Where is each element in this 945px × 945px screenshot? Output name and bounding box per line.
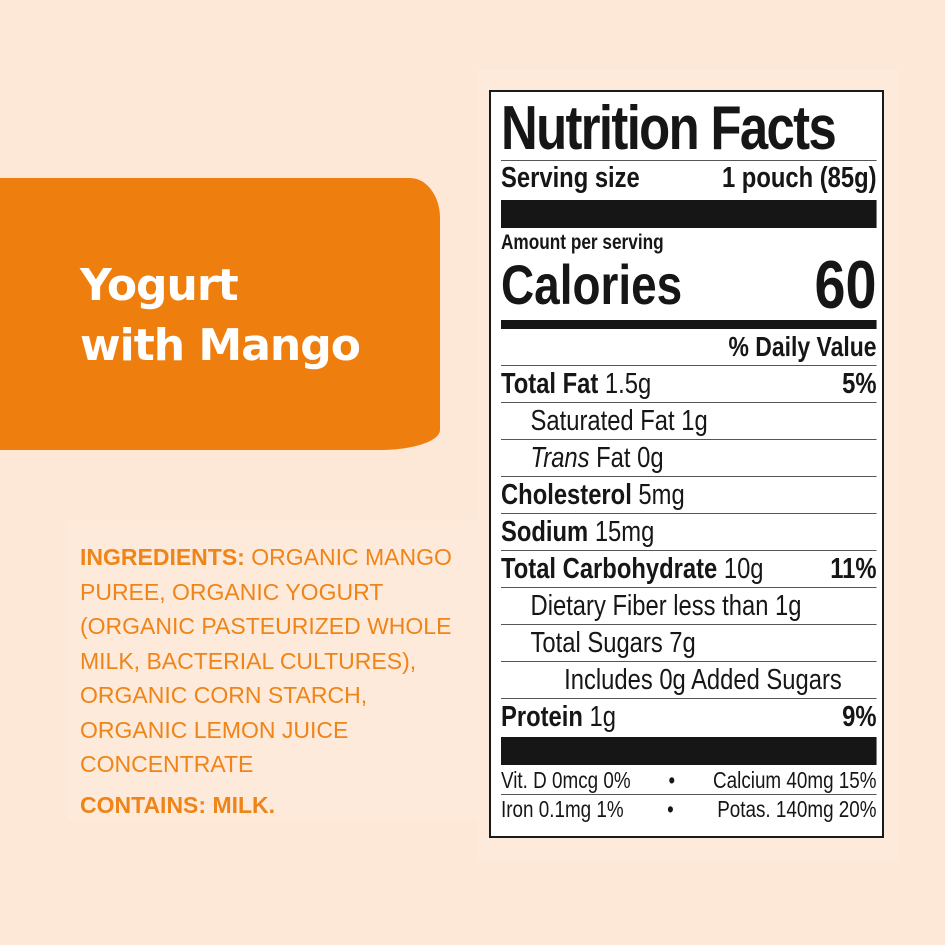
nutrient-dv: 9% [842,701,877,733]
micronutrient-right: Potas. 140mg 20% [717,796,877,822]
amount-per-serving: Amount per serving [501,231,664,254]
allergen-statement: CONTAINS: MILK. [80,791,276,818]
nutrient-row: Sodium 15mg [501,513,877,550]
calories-value: 60 [814,254,877,316]
ingredients-list: ORGANIC MANGO PUREE, ORGANIC YOGURT (ORG… [80,544,452,777]
nutrient-amount: Fat 0g [596,442,664,474]
nutrient-row: Protein 1g 9% [501,698,877,735]
serving-label: Serving size [501,162,640,194]
micronutrient-row: Vit. D 0mcg 0% • Calcium 40mg 15% [501,765,877,794]
bullet: • [668,766,676,793]
micronutrient-left: Iron 0.1mg 1% [501,796,624,822]
nutrient-amount: 1g [589,701,616,733]
nutrient-row: Dietary Fiber less than 1g [501,587,877,624]
nutrient-name: Cholesterol [501,479,632,511]
nutrient-row: Includes 0g Added Sugars [501,661,877,698]
nutrient-name: Total Sugars 7g [530,627,696,659]
nutrient-name: Trans [530,442,590,474]
nutrient-row: Total Fat 1.5g 5% [501,365,877,402]
product-title: Yogurt with Mango [80,256,361,376]
nutrient-name: Includes 0g Added Sugars [564,664,842,696]
nutrient-dv: 5% [842,368,877,400]
nutrient-row: Cholesterol 5mg [501,476,877,513]
serving-size-row: Serving size 1 pouch (85g) [501,160,877,196]
nutrient-dv: 11% [830,553,877,585]
ingredients-label: INGREDIENTS: [80,544,245,570]
micronutrient-row: Iron 0.1mg 1% • Potas. 140mg 20% [501,794,877,823]
nutrient-amount: 1.5g [604,368,652,400]
title-line-2: with Mango [80,320,361,371]
nutrition-title: Nutrition Facts [501,94,837,163]
serving-value: 1 pouch (85g) [721,162,877,194]
title-line-1: Yogurt [80,260,239,311]
nutrient-amount: 15mg [594,516,655,548]
nutrient-name: Sodium [501,516,589,548]
nutrient-row: Saturated Fat 1g [501,402,877,439]
calories-row: Calories 60 [501,254,877,316]
nutrient-name: Total Carbohydrate [501,553,718,585]
micronutrient-left: Vit. D 0mcg 0% [501,766,631,793]
nutrient-name: Saturated Fat [530,405,675,437]
nutrient-name: Protein [501,701,583,733]
title-banner [0,178,440,450]
ingredients-block: INGREDIENTS: ORGANIC MANGO PUREE, ORGANI… [80,540,475,820]
ingredients-panel [68,520,478,820]
nutrient-amount: 5mg [638,479,685,511]
thick-divider [501,737,877,765]
nutrient-amount: 10g [723,553,764,585]
nutrient-amount: 1g [681,405,708,437]
daily-value-header: % Daily Value [728,331,877,362]
micronutrient-right: Calcium 40mg 15% [713,766,877,793]
nutrient-name: Dietary Fiber less than 1g [530,590,802,622]
medium-divider [501,320,877,329]
thick-divider [501,200,877,228]
nutrition-facts-label: Nutrition Facts Serving size 1 pouch (85g… [489,90,884,838]
nutrient-name: Total Fat [501,368,599,400]
bullet: • [667,796,674,822]
nutrient-row: Trans Fat 0g [501,439,877,476]
nutrient-row: Total Sugars 7g [501,624,877,661]
nutrient-row: Total Carbohydrate 10g 11% [501,550,877,587]
calories-label: Calories [501,254,683,316]
ingredients-text: INGREDIENTS: ORGANIC MANGO PUREE, ORGANI… [80,540,475,782]
